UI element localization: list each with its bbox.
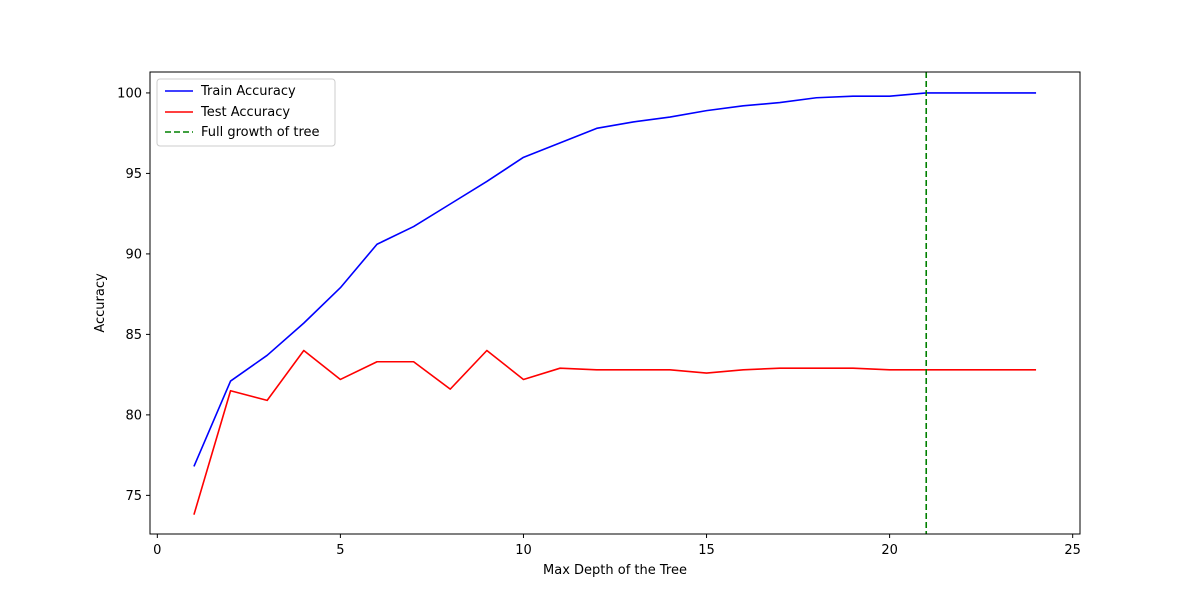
legend-box <box>156 78 336 147</box>
y-tick-label: 90 <box>125 247 142 262</box>
y-tick-label: 100 <box>117 86 142 101</box>
legend-label-train: Train Accuracy <box>200 84 296 99</box>
x-tick-label: 25 <box>1064 543 1081 558</box>
series-layer <box>193 92 1037 515</box>
plot-frame <box>149 71 1081 535</box>
legend: Train Accuracy Test Accuracy Full growth… <box>156 78 336 147</box>
x-axis-label: Max Depth of the Tree <box>543 563 687 578</box>
plot-area <box>150 72 1080 534</box>
y-axis-ticks: 75 80 85 90 95 100 <box>117 86 150 504</box>
series-line-test-accuracy <box>193 349 1037 515</box>
x-tick-label: 20 <box>881 543 898 558</box>
y-tick-label: 80 <box>125 408 142 423</box>
legend-label-full-growth: Full growth of tree <box>201 125 320 140</box>
series-line-train-accuracy <box>193 92 1037 467</box>
legend-label-test: Test Accuracy <box>200 105 290 120</box>
y-tick-label: 75 <box>125 489 142 504</box>
x-tick-label: 10 <box>515 543 532 558</box>
x-tick-label: 0 <box>153 543 161 558</box>
y-tick-label: 85 <box>125 328 142 343</box>
y-axis-label: Accuracy <box>93 273 108 333</box>
y-tick-label: 95 <box>125 167 142 182</box>
x-axis-ticks: 0 5 10 15 20 25 <box>153 534 1081 558</box>
x-tick-label: 5 <box>336 543 344 558</box>
x-tick-label: 15 <box>698 543 715 558</box>
